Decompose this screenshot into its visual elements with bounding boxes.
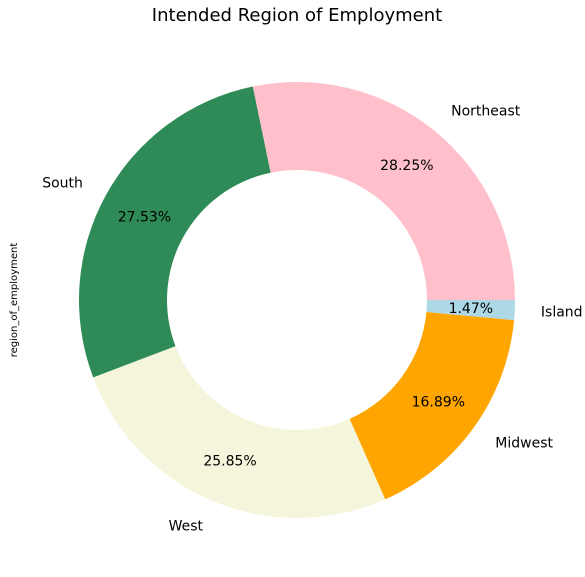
category-label-west: West bbox=[169, 518, 204, 534]
slice-northeast bbox=[252, 82, 516, 300]
slice-south bbox=[79, 86, 271, 378]
percent-label-west: 25.85% bbox=[203, 454, 256, 470]
category-label-northeast: Northeast bbox=[451, 104, 521, 120]
category-label-island: Island bbox=[541, 304, 583, 320]
percent-label-midwest: 16.89% bbox=[412, 395, 465, 411]
slice-midwest bbox=[349, 311, 515, 500]
category-label-midwest: Midwest bbox=[495, 435, 553, 451]
slices-group bbox=[79, 82, 516, 518]
percent-label-island: 1.47% bbox=[449, 301, 493, 317]
labels-group: Northeast 28.25% South 27.53% West 25.85% Midw… bbox=[42, 104, 582, 535]
category-label-south: South bbox=[42, 176, 83, 192]
y-axis-label: region_of_employment bbox=[9, 243, 20, 358]
percent-label-south: 27.53% bbox=[118, 209, 171, 225]
slice-island bbox=[426, 300, 515, 321]
percent-label-northeast: 28.25% bbox=[380, 158, 433, 174]
slice-west bbox=[93, 346, 386, 518]
chart-title: Intended Region of Employment bbox=[152, 5, 442, 26]
